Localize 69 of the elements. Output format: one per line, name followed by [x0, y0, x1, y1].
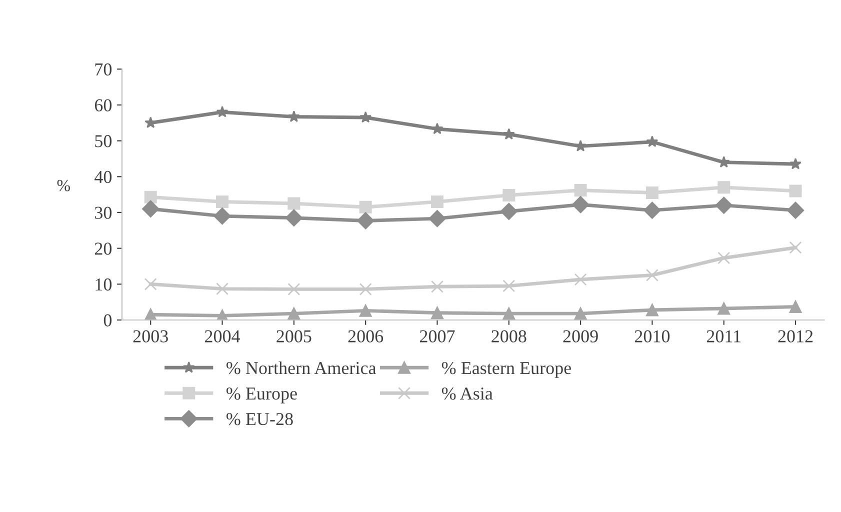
- x-tick-label: 2010: [634, 330, 670, 342]
- point: [430, 306, 444, 320]
- point: [574, 140, 587, 152]
- point: [216, 195, 229, 208]
- point: [789, 241, 802, 254]
- x-tick-label: 2009: [563, 330, 598, 342]
- point: [644, 202, 661, 219]
- point: [288, 282, 300, 296]
- point: [715, 196, 732, 214]
- y-axis-title: %: [57, 180, 70, 192]
- x-tick-label: 2011: [706, 330, 740, 342]
- point: [502, 280, 516, 292]
- point: [359, 304, 372, 317]
- point: [216, 282, 229, 296]
- point: [646, 304, 658, 316]
- x-tick-label: 2007: [420, 330, 455, 342]
- point: [646, 136, 658, 148]
- x-tick-label: 2012: [778, 330, 813, 342]
- legend-label: % Eastern Europe: [442, 362, 571, 378]
- point: [288, 110, 300, 122]
- point: [430, 195, 444, 208]
- point: [718, 302, 730, 315]
- y-tick-label: 60: [94, 99, 112, 112]
- legend-label: % Europe: [226, 387, 297, 404]
- point: [144, 190, 157, 204]
- x-tick-label: 2003: [133, 330, 168, 342]
- point: [718, 181, 730, 194]
- point: [572, 196, 590, 214]
- point: [502, 128, 515, 140]
- point: [718, 252, 730, 264]
- y-tick-label: 20: [94, 242, 112, 255]
- point: [574, 273, 587, 286]
- point: [574, 307, 587, 320]
- point: [500, 202, 518, 220]
- point: [790, 158, 802, 170]
- x-tick-label: 2006: [348, 330, 384, 342]
- point: [214, 208, 231, 225]
- legend-label: % EU-28: [226, 412, 293, 426]
- legend-label: % Asia: [442, 387, 493, 400]
- point: [285, 209, 302, 226]
- x-tick-label: 2008: [492, 330, 526, 342]
- point: [789, 184, 802, 198]
- point: [574, 184, 587, 197]
- point: [646, 268, 658, 282]
- point: [786, 202, 804, 219]
- point: [360, 111, 372, 123]
- point: [144, 278, 157, 290]
- point: [502, 189, 516, 202]
- point: [428, 210, 446, 228]
- y-tick-label: 40: [94, 170, 112, 184]
- x-tick-label: 2004: [205, 330, 240, 342]
- point: [430, 280, 444, 293]
- point: [288, 197, 300, 210]
- y-tick-label: 70: [95, 63, 112, 76]
- x-tick-label: 2005: [276, 330, 312, 342]
- legend-label: % Northern America: [226, 361, 376, 374]
- y-tick-label: 50: [95, 135, 112, 148]
- point: [502, 307, 516, 320]
- point: [359, 282, 372, 296]
- point: [646, 186, 658, 200]
- y-tick-label: 0: [104, 314, 112, 326]
- point: [789, 300, 802, 313]
- point: [216, 106, 228, 118]
- point: [357, 212, 374, 230]
- y-tick-label: 30: [95, 206, 112, 219]
- y-tick-label: 10: [96, 278, 112, 291]
- point: [359, 200, 372, 214]
- point: [142, 200, 160, 218]
- point: [288, 307, 300, 320]
